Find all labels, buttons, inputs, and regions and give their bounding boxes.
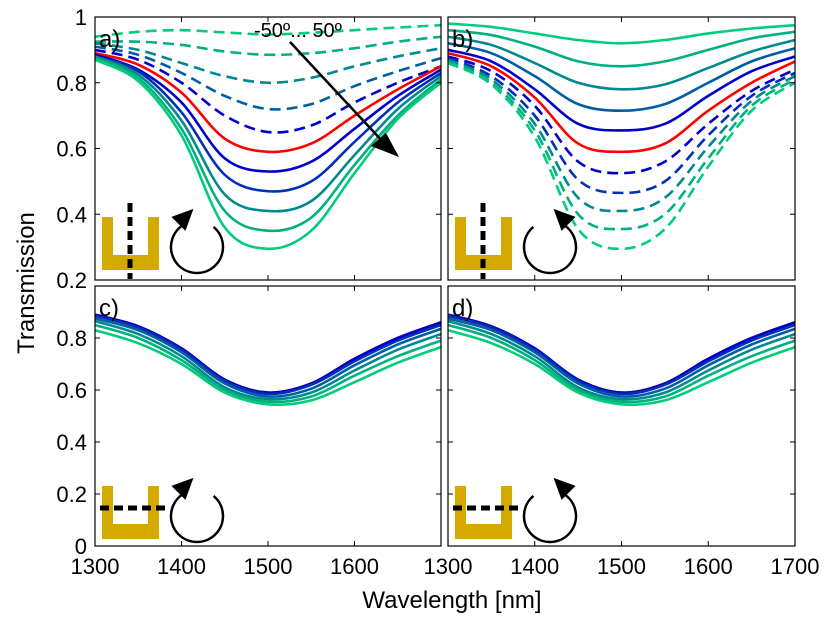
x-tick-label: 1600	[330, 554, 379, 579]
panel-b: b)	[447, 16, 796, 281]
x-tick-label: 1700	[771, 554, 820, 579]
y-tick-label: 0.4	[56, 202, 87, 227]
y-tick-label: 0.8	[56, 71, 87, 96]
y-tick-label: 0.4	[56, 430, 87, 455]
series-line-7	[448, 56, 795, 195]
y-tick-label: 0.2	[56, 268, 87, 293]
series-line-10	[95, 58, 441, 251]
panel-c: 0 0.2 0.4 0.6 0.8 1300 1400 1500 1600 c)	[56, 285, 442, 579]
angle-arrow-line	[289, 41, 386, 145]
x-tick-label: 1300	[424, 554, 473, 579]
series-line-5	[448, 323, 795, 404]
x-axis-label: Wavelength [nm]	[362, 587, 541, 614]
plot-lines	[448, 22, 795, 251]
series-line-2	[95, 42, 441, 85]
angle-arrow-head	[371, 133, 399, 157]
panel-label: c)	[99, 295, 119, 322]
circular-polarization-arrow	[522, 477, 578, 544]
series-line-4	[95, 48, 441, 134]
panel-label: b)	[452, 26, 473, 53]
plot-lines	[448, 313, 795, 407]
series-line-4	[95, 319, 441, 401]
series-line-3	[95, 45, 441, 111]
series-line-2	[95, 314, 441, 396]
x-tick-label: 1400	[510, 554, 559, 579]
y-tick-label: 0.6	[56, 378, 87, 403]
series-line-3	[448, 317, 795, 398]
series-line-7	[95, 55, 441, 193]
series-line-3	[95, 317, 441, 398]
circular-polarization-arrow	[169, 477, 225, 544]
series-line-6	[95, 53, 441, 173]
u-shape-icon	[102, 203, 159, 279]
series-line-4	[448, 48, 795, 132]
series-line-2	[448, 314, 795, 396]
y-tick-label: 0.2	[56, 482, 87, 507]
series-line-2	[448, 35, 795, 91]
y-tick-label: 0.6	[56, 137, 87, 162]
panel-d: 1300 1400 1500 1600 1700 d)	[424, 285, 820, 579]
series-line-5	[95, 323, 441, 404]
series-line-4	[448, 319, 795, 401]
series-line-10	[448, 61, 795, 251]
panel-label: d)	[452, 295, 473, 322]
panel-label: a)	[99, 26, 120, 53]
angle-annotation-label: -50º... 50º	[254, 20, 343, 42]
series-line-1	[95, 35, 441, 57]
circular-polarization-arrow	[522, 208, 578, 275]
y-axis-label: Transmission	[13, 212, 40, 354]
series-line-0	[448, 22, 795, 45]
series-line-1	[448, 28, 795, 68]
y-tick-label: 1	[75, 5, 87, 30]
series-line-3	[448, 42, 795, 112]
series-line-6	[448, 55, 795, 175]
plot-lines	[95, 23, 441, 251]
x-tick-label: 1600	[684, 554, 733, 579]
series-line-9	[95, 56, 441, 233]
plot-lines	[95, 313, 441, 407]
y-tick-label: 0.8	[56, 326, 87, 351]
x-tick-label: 1500	[597, 554, 646, 579]
series-line-5	[448, 51, 795, 154]
series-line-5	[95, 51, 441, 154]
y-tick-label: 0	[75, 534, 87, 559]
x-tick-label: 1500	[244, 554, 293, 579]
u-shape-icon	[455, 203, 512, 279]
series-line-8	[448, 58, 795, 213]
series-line-0	[95, 23, 441, 39]
u-shape-icon	[453, 486, 523, 539]
x-tick-label: 1400	[157, 554, 206, 579]
angle-annotation-group: -50º... 50º	[254, 20, 399, 157]
circular-polarization-arrow	[169, 208, 225, 275]
u-shape-icon	[100, 486, 170, 539]
series-line-6	[448, 328, 795, 407]
series-line-9	[448, 60, 795, 231]
series-line-8	[95, 55, 441, 213]
series-line-6	[95, 328, 441, 407]
x-tick-label: 1300	[71, 554, 120, 579]
